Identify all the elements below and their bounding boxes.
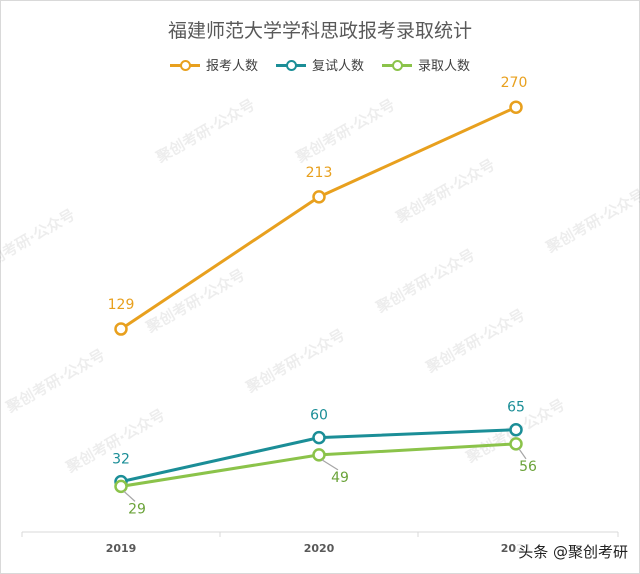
data-label: 60: [310, 408, 328, 424]
legend-marker: [179, 59, 191, 71]
legend: 报考人数 复试人数 录取人数: [0, 55, 640, 74]
legend-item: 复试人数: [275, 55, 364, 74]
data-label: 32: [112, 452, 130, 468]
data-label: 65: [507, 400, 525, 416]
data-point: [312, 190, 326, 204]
data-point: [509, 422, 523, 437]
legend-swatch: [382, 58, 412, 72]
data-label-leader: [321, 459, 339, 471]
data-label: 213: [306, 165, 333, 181]
data-point: [312, 430, 326, 445]
legend-item: 录取人数: [382, 55, 470, 74]
data-point: [509, 437, 523, 451]
x-tick-label: 2020: [304, 542, 335, 555]
data-label: 49: [331, 470, 349, 486]
source-credit: 头条 @聚创考研: [516, 541, 630, 562]
data-label-leader: [123, 490, 136, 502]
data-point: [509, 100, 523, 114]
data-label: 29: [128, 501, 146, 517]
data-point: [114, 322, 128, 336]
legend-marker: [285, 59, 297, 71]
data-point: [312, 448, 326, 462]
legend-item: 报考人数: [169, 55, 258, 74]
legend-label: 录取人数: [418, 59, 471, 74]
data-label: 56: [519, 459, 537, 475]
x-tick-label: 2019: [106, 542, 137, 555]
chart-title: 福建师范大学学科思政报考录取统计: [167, 20, 472, 42]
data-point: [114, 479, 128, 494]
data-label: 270: [501, 75, 528, 91]
legend-marker: [392, 59, 403, 71]
legend-label: 报考人数: [205, 59, 258, 74]
legend-swatch: [275, 58, 306, 72]
data-label: 129: [108, 297, 135, 313]
series-line: [120, 105, 517, 331]
legend-swatch: [169, 58, 200, 72]
data-label-leader: [518, 448, 527, 460]
legend-label: 复试人数: [311, 59, 364, 74]
